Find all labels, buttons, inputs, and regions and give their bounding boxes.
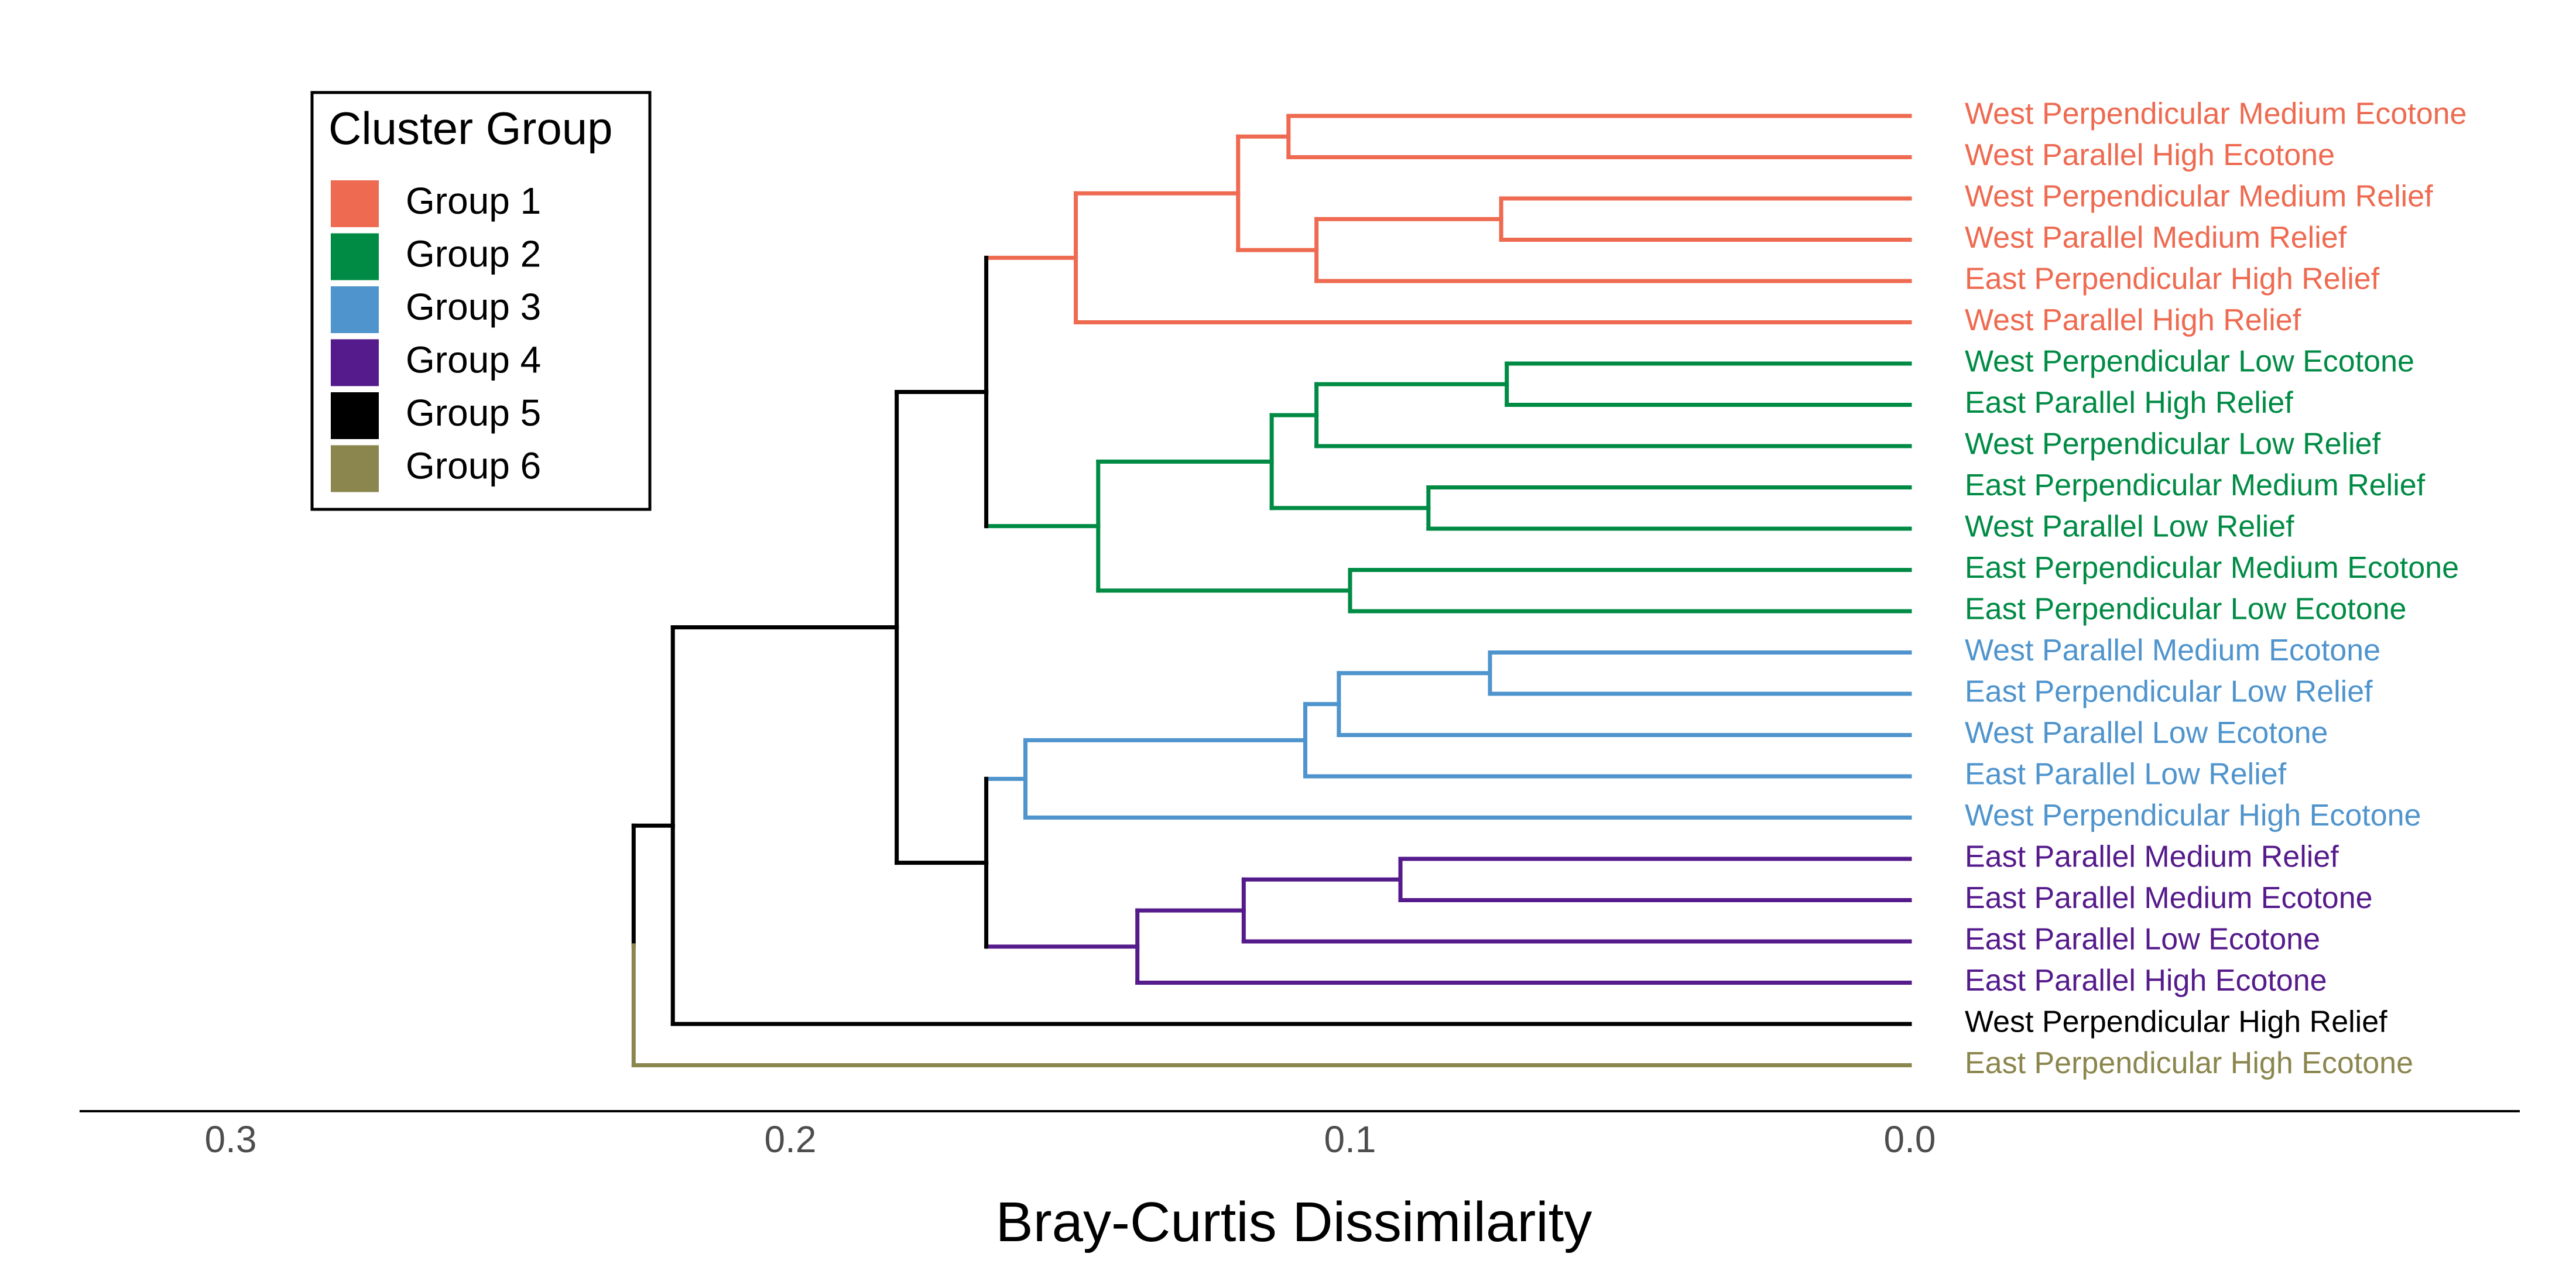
leaf-label: West Parallel Medium Relief xyxy=(1965,221,2347,255)
leaf-label: West Perpendicular High Ecotone xyxy=(1965,799,2421,833)
x-tick-label: 0.0 xyxy=(1884,1118,1936,1160)
leaf-label: West Parallel High Relief xyxy=(1965,303,2301,337)
leaf-label: East Parallel High Ecotone xyxy=(1965,964,2327,998)
leaf-label: West Perpendicular Medium Relief xyxy=(1965,180,2433,214)
leaf-label: East Perpendicular Medium Relief xyxy=(1965,468,2426,502)
leaf-label: East Parallel High Relief xyxy=(1965,386,2293,420)
leaf-label: West Parallel Medium Ecotone xyxy=(1965,633,2380,667)
leaf-label: East Parallel Low Relief xyxy=(1965,758,2287,792)
leaf-label: East Perpendicular High Ecotone xyxy=(1965,1046,2413,1080)
dendrogram-branches xyxy=(631,114,1912,1067)
x-tick-label: 0.3 xyxy=(205,1118,257,1160)
leaf-label: East Parallel Medium Relief xyxy=(1965,840,2339,874)
legend-title: Cluster Group xyxy=(328,102,613,154)
x-axis: 0.3 0.2 0.1 0.0 Bray-Curtis Dissimilarity xyxy=(79,1110,2520,1253)
legend-label: Group 2 xyxy=(406,232,541,275)
leaf-label: East Parallel Low Ecotone xyxy=(1965,923,2320,957)
leaf-label: West Parallel Low Ecotone xyxy=(1965,716,2328,750)
legend-label: Group 5 xyxy=(406,392,541,434)
x-axis-tick-labels: 0.3 0.2 0.1 0.0 xyxy=(205,1118,1936,1160)
legend-swatch xyxy=(331,392,379,439)
leaf-label: East Perpendicular Medium Ecotone xyxy=(1965,551,2459,585)
legend-swatch xyxy=(331,286,379,333)
x-tick-label: 0.2 xyxy=(765,1118,817,1160)
legend-entries: Group 1 Group 2 Group 3 Group 4 Group 5 Group… xyxy=(331,180,541,492)
legend-swatch xyxy=(331,233,379,280)
x-axis-title: Bray-Curtis Dissimilarity xyxy=(996,1191,1592,1253)
legend-label: Group 6 xyxy=(406,444,541,487)
legend-swatch xyxy=(331,180,379,227)
leaf-label: East Parallel Medium Ecotone xyxy=(1965,881,2373,915)
leaf-label: West Perpendicular Low Relief xyxy=(1965,427,2381,461)
leaf-label: West Parallel High Ecotone xyxy=(1965,138,2335,172)
leaf-label: West Perpendicular Low Ecotone xyxy=(1965,345,2414,379)
leaf-label: West Perpendicular High Relief xyxy=(1965,1005,2387,1039)
leaf-label: West Perpendicular Medium Ecotone xyxy=(1965,97,2467,131)
legend-label: Group 1 xyxy=(406,180,541,222)
x-tick-label: 0.1 xyxy=(1324,1118,1376,1160)
leaf-label: East Perpendicular High Relief xyxy=(1965,262,2380,296)
leaf-label: East Perpendicular Low Ecotone xyxy=(1965,592,2406,626)
legend-swatch xyxy=(331,339,379,386)
legend-label: Group 3 xyxy=(406,286,541,328)
legend-label: Group 4 xyxy=(406,338,541,381)
leaf-labels: West Perpendicular Medium Ecotone West Pa… xyxy=(1965,97,2467,1081)
leaf-label: West Parallel Low Relief xyxy=(1965,510,2294,544)
legend-swatch xyxy=(331,445,379,492)
leaf-label: East Perpendicular Low Relief xyxy=(1965,675,2373,709)
